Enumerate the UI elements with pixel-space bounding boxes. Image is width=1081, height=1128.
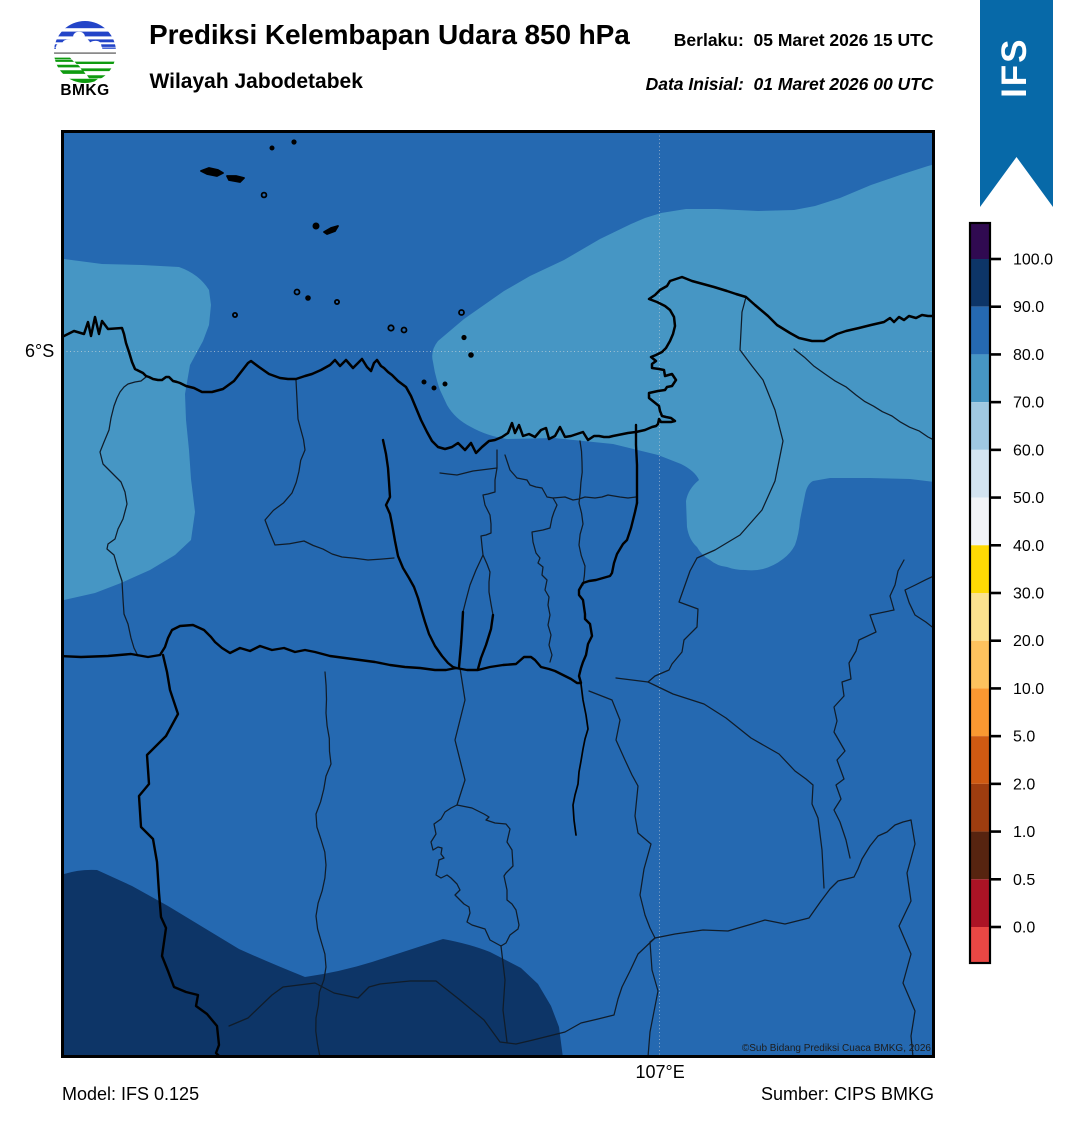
svg-text:70.0: 70.0 bbox=[1013, 395, 1044, 412]
svg-text:1.0: 1.0 bbox=[1013, 824, 1035, 841]
svg-text:IFS: IFS bbox=[995, 37, 1034, 97]
svg-text:10.0: 10.0 bbox=[1013, 681, 1044, 698]
svg-text:30.0: 30.0 bbox=[1013, 586, 1044, 603]
svg-text:90.0: 90.0 bbox=[1013, 299, 1044, 316]
svg-text:0.5: 0.5 bbox=[1013, 872, 1035, 889]
svg-text:50.0: 50.0 bbox=[1013, 490, 1044, 507]
svg-text:20.0: 20.0 bbox=[1013, 633, 1044, 650]
svg-text:80.0: 80.0 bbox=[1013, 347, 1044, 364]
svg-text:©Sub Bidang Prediksi Cuaca BMK: ©Sub Bidang Prediksi Cuaca BMKG, 2026 bbox=[742, 1043, 932, 1054]
svg-text:100.0: 100.0 bbox=[1013, 252, 1053, 269]
svg-text:40.0: 40.0 bbox=[1013, 538, 1044, 555]
svg-text:5.0: 5.0 bbox=[1013, 729, 1035, 746]
svg-text:60.0: 60.0 bbox=[1013, 442, 1044, 459]
svg-text:0.0: 0.0 bbox=[1013, 920, 1035, 937]
svg-text:2.0: 2.0 bbox=[1013, 776, 1035, 793]
